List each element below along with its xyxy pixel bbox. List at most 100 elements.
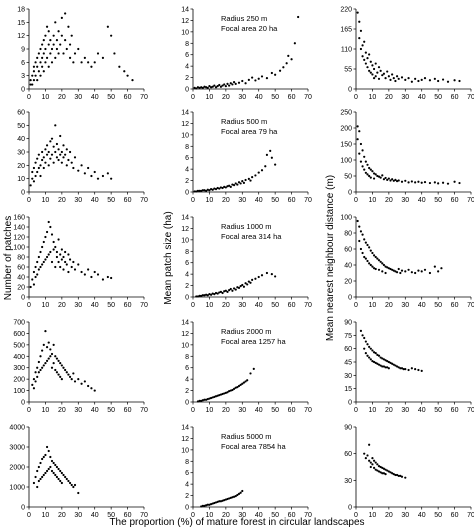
data-point	[364, 241, 367, 244]
data-point	[36, 157, 39, 160]
data-point	[274, 163, 277, 166]
x-tick-label: 40	[255, 407, 263, 414]
data-point	[369, 263, 372, 267]
y-tick-label: 0	[185, 295, 189, 302]
x-tick-label: 0	[27, 197, 31, 204]
data-point	[29, 79, 32, 82]
x-tick-label: 40	[418, 407, 426, 414]
y-tick-label: 14	[181, 215, 189, 222]
data-point	[420, 369, 423, 372]
x-tick-label: 20	[385, 302, 393, 309]
data-point	[458, 181, 461, 185]
data-point	[39, 477, 42, 481]
data-point	[218, 83, 221, 87]
y-tick-label: 90	[344, 320, 352, 327]
data-point	[371, 463, 374, 466]
data-point	[65, 477, 68, 481]
y-tick-label: 250	[340, 110, 352, 117]
x-tick-label: 60	[288, 407, 296, 414]
data-point	[211, 85, 214, 88]
data-point	[57, 359, 60, 362]
x-tick-label: 40	[418, 94, 426, 101]
data-point	[226, 290, 229, 293]
panel-annotation: Radius 250 m	[221, 14, 267, 23]
x-tick-label: 0	[191, 512, 195, 519]
x-tick-label: 0	[354, 302, 358, 309]
x-tick-label: 70	[140, 407, 148, 414]
data-point	[44, 235, 47, 239]
scatter-panel-r1-c0: 0 10 20 30 40 50 60 70 0 10 20 30 40 50 60	[17, 110, 148, 205]
data-point	[123, 70, 126, 73]
scatter-panel-r2-c0: 0 10 20 30 40 50 60 70 0 20 40 60 80 100 120 140 160	[13, 215, 148, 310]
data-point	[31, 170, 34, 174]
x-tick-label: 20	[222, 197, 230, 204]
data-point	[77, 491, 80, 495]
x-tick-label: 50	[107, 407, 115, 414]
data-point	[42, 240, 45, 244]
data-point	[221, 186, 224, 190]
data-point	[359, 247, 363, 251]
data-point	[36, 79, 39, 82]
data-point	[368, 69, 371, 72]
data-point	[195, 87, 198, 90]
data-point	[384, 359, 387, 362]
data-point	[60, 364, 63, 367]
data-point	[72, 372, 75, 375]
data-point	[44, 362, 47, 365]
data-point	[239, 491, 242, 494]
data-point	[110, 34, 113, 37]
data-point	[201, 86, 204, 89]
x-tick-label: 60	[451, 197, 459, 204]
x-tick-label: 70	[304, 94, 312, 101]
data-point	[45, 469, 49, 473]
data-point	[384, 473, 387, 476]
data-point	[368, 443, 371, 446]
x-tick-label: 20	[58, 302, 66, 309]
data-point	[37, 479, 40, 483]
x-tick-label: 0	[27, 94, 31, 101]
data-point	[223, 83, 226, 86]
data-point	[228, 184, 231, 187]
data-point	[234, 288, 237, 291]
data-point	[65, 371, 68, 374]
data-point	[64, 12, 67, 15]
y-tick-label: 15	[344, 386, 352, 393]
y-tick-label: 10	[17, 176, 25, 183]
data-point	[42, 52, 45, 55]
data-point	[361, 251, 364, 255]
x-tick-label: 20	[385, 197, 393, 204]
data-point	[389, 361, 392, 364]
data-point	[381, 365, 384, 368]
data-point	[49, 455, 52, 459]
data-point	[57, 373, 60, 376]
data-point	[372, 172, 376, 175]
data-point	[208, 85, 211, 88]
data-point	[96, 52, 100, 55]
data-point	[60, 378, 63, 381]
x-tick-label: 0	[354, 197, 358, 204]
data-point	[257, 77, 260, 80]
x-tick-label: 30	[401, 512, 409, 519]
data-point	[364, 352, 367, 355]
x-tick-label: 0	[191, 407, 195, 414]
x-tick-label: 30	[238, 512, 246, 519]
data-point	[234, 182, 237, 185]
data-point	[372, 254, 376, 257]
data-point	[72, 260, 75, 264]
data-point	[54, 473, 57, 477]
data-point	[361, 334, 364, 337]
data-point	[433, 77, 436, 80]
y-tick-label: 2000	[9, 465, 25, 472]
x-tick-label: 70	[467, 197, 474, 204]
data-point	[50, 469, 54, 473]
data-point	[428, 79, 432, 82]
y-tick-label: 30	[344, 373, 352, 380]
data-point	[226, 82, 229, 85]
data-point	[410, 180, 413, 183]
data-point	[371, 170, 374, 173]
data-point	[384, 265, 387, 268]
data-point	[392, 473, 395, 476]
data-point	[32, 180, 36, 183]
data-point	[70, 161, 73, 164]
x-tick-label: 20	[385, 94, 393, 101]
